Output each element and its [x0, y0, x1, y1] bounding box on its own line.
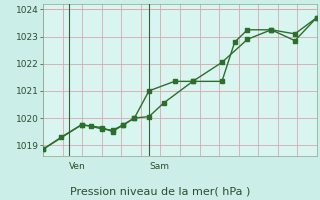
- Text: Sam: Sam: [149, 162, 169, 171]
- Text: Ven: Ven: [69, 162, 85, 171]
- Text: Pression niveau de la mer( hPa ): Pression niveau de la mer( hPa ): [70, 186, 250, 196]
